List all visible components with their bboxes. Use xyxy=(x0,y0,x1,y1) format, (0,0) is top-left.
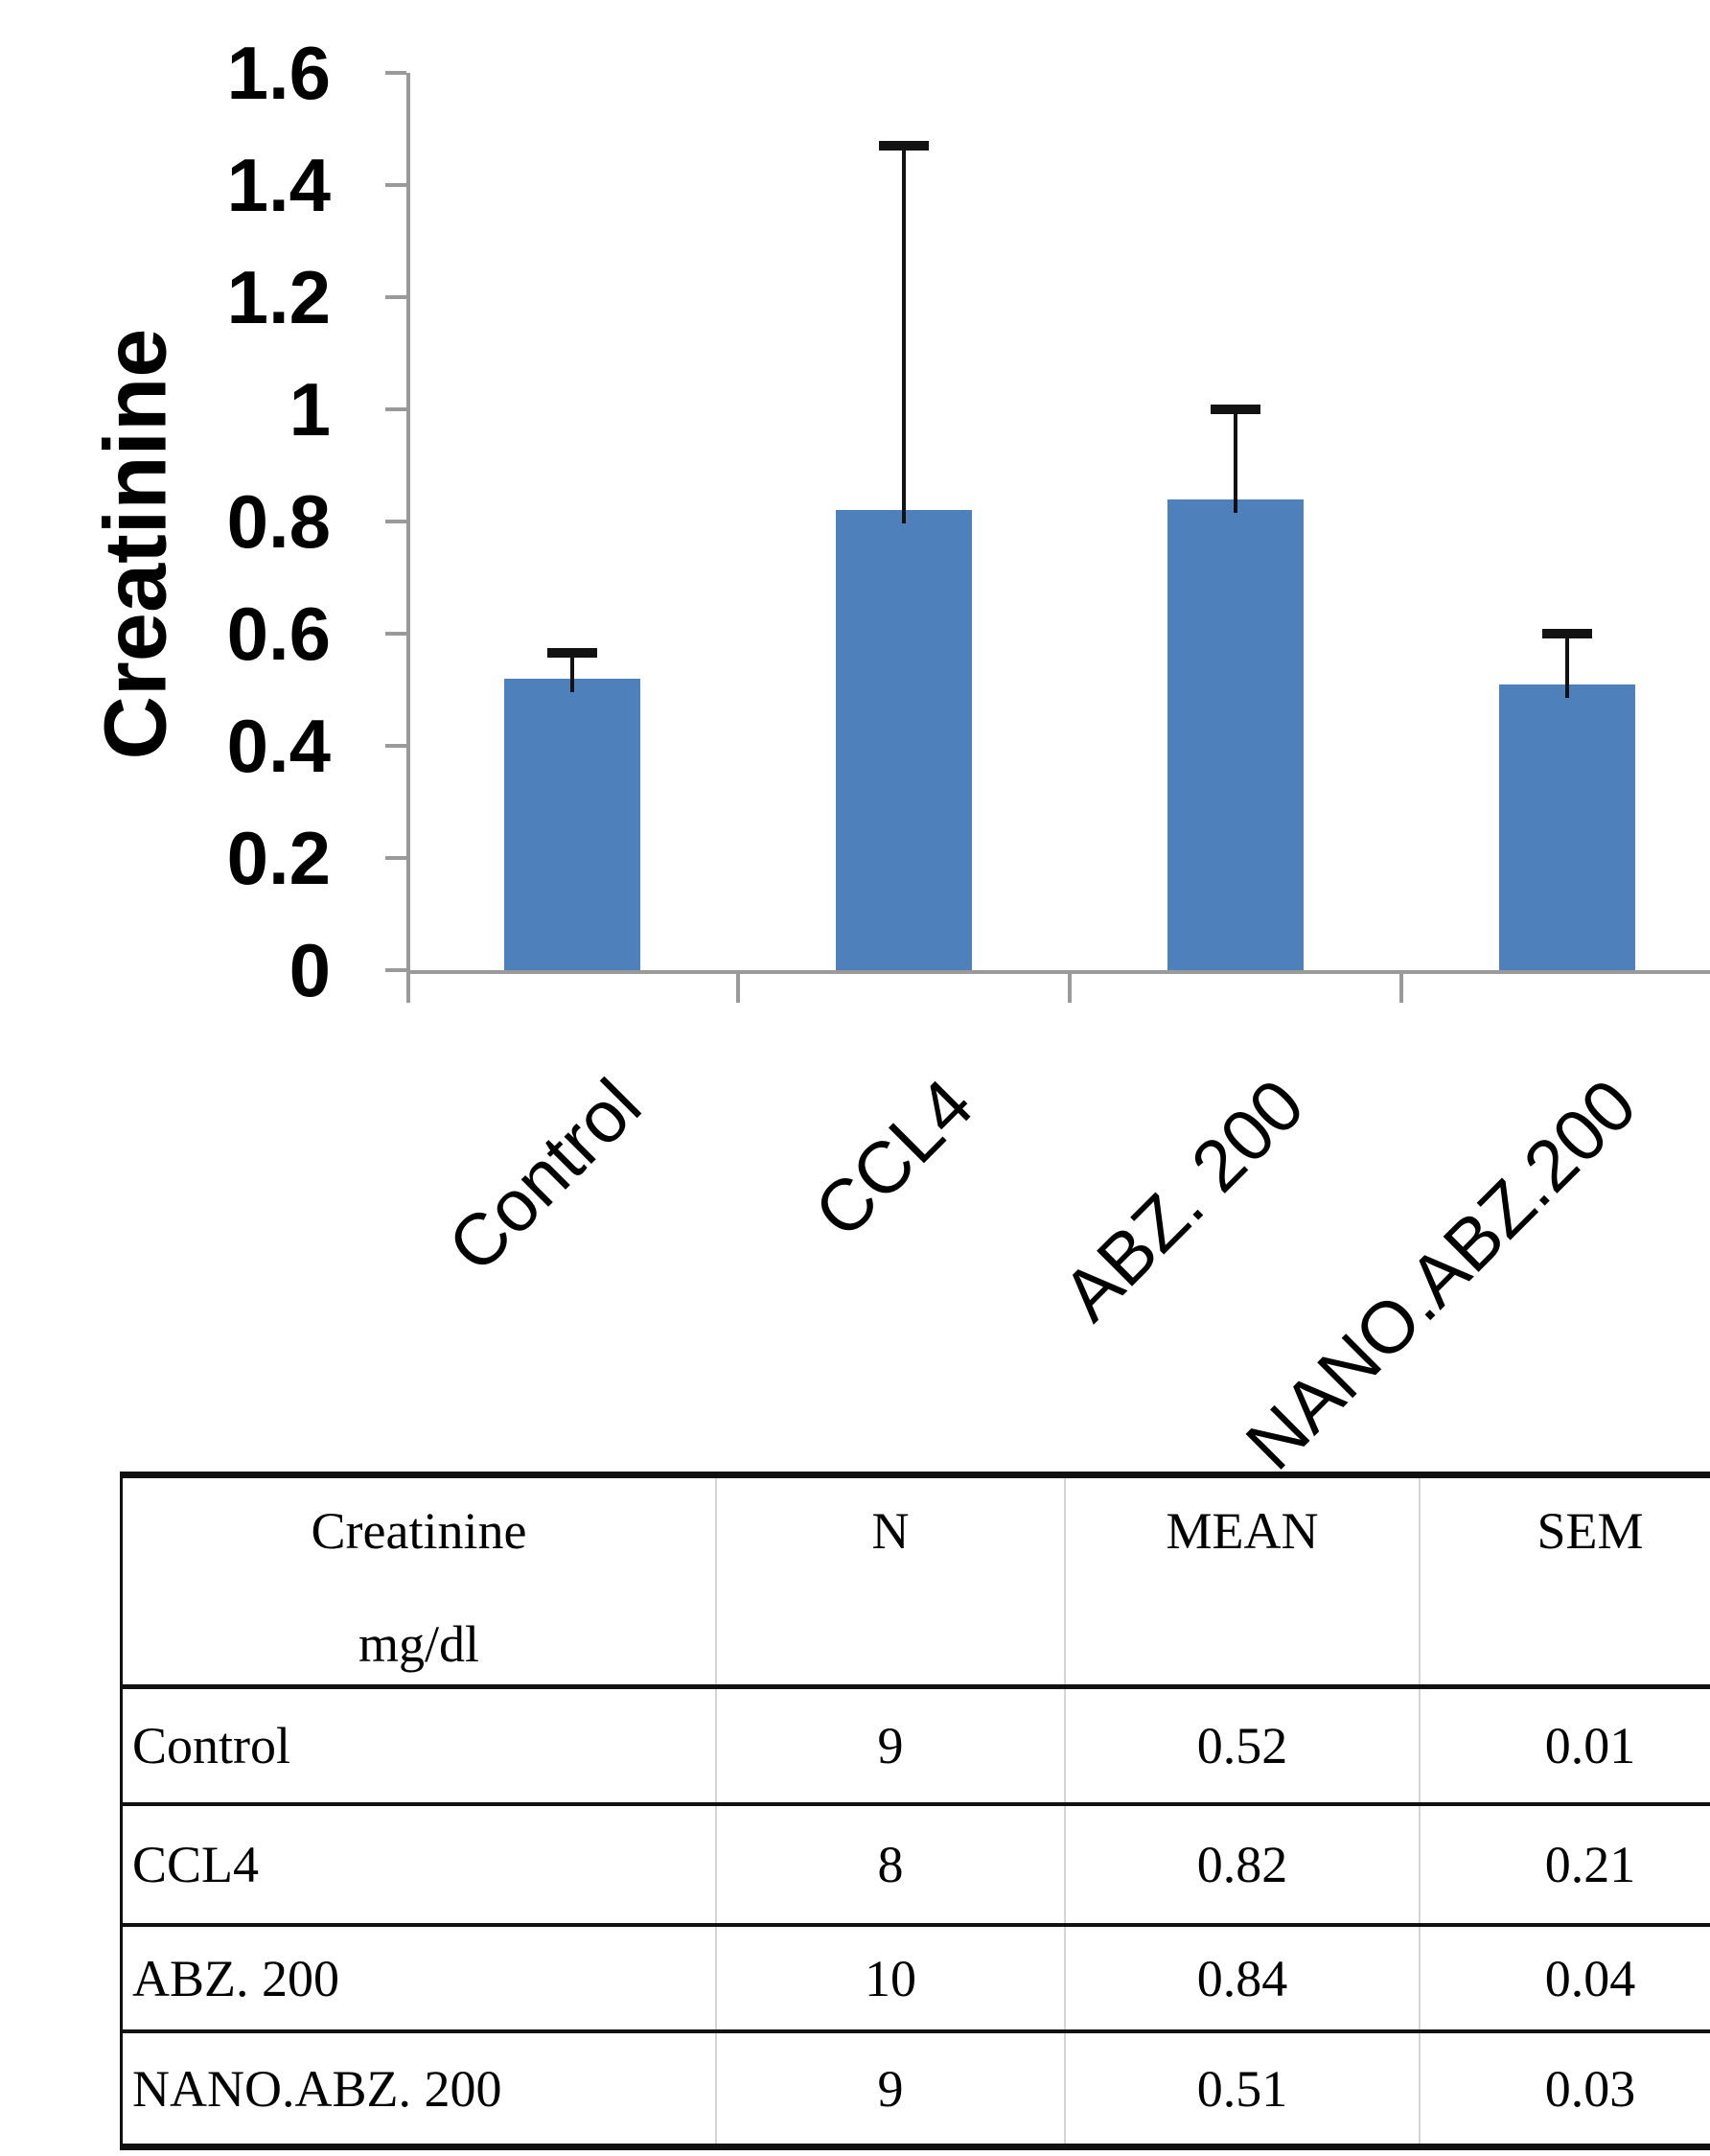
error-bar-cap-control xyxy=(547,648,597,659)
table-header-group: Creatinine mg/dl xyxy=(123,1478,717,1684)
y-tick-label: 1.6 xyxy=(226,31,331,115)
bar-ccl4 xyxy=(836,510,972,970)
y-tick-mark xyxy=(385,968,406,972)
x-tick-mark xyxy=(736,970,740,1003)
x-tick-label: CCL4 xyxy=(798,1063,988,1254)
x-tick-mark xyxy=(1399,970,1403,1003)
table-row: Control 9 0.52 0.01 xyxy=(123,1689,1710,1806)
row-n-value: 8 xyxy=(717,1806,1066,1923)
y-tick-label: 0.8 xyxy=(226,479,331,564)
y-tick-label: 1.2 xyxy=(226,255,331,339)
y-axis-line xyxy=(406,73,410,1003)
y-tick-mark xyxy=(385,520,406,523)
row-sem-value: 0.01 xyxy=(1544,1717,1636,1774)
y-tick-mark xyxy=(385,407,406,411)
row-mean-value: 0.51 xyxy=(1066,2033,1421,2144)
row-n-value: 9 xyxy=(717,2033,1066,2144)
y-tick-mark xyxy=(385,744,406,748)
error-bar-cap-abz-200 xyxy=(1211,405,1260,414)
y-tick-mark xyxy=(385,856,406,860)
table-header-mean: MEAN xyxy=(1066,1478,1421,1684)
x-tick-label: ABZ. 200 xyxy=(1047,1063,1320,1337)
y-tick-mark xyxy=(385,295,406,299)
x-tick-mark xyxy=(1068,970,1072,1003)
table-row: CCL4 8 0.82 0.21 xyxy=(123,1806,1710,1927)
y-tick-label: 0.2 xyxy=(226,816,331,900)
y-tick-label: 0.4 xyxy=(226,704,331,788)
y-tick-mark xyxy=(385,71,406,75)
y-tick-mark xyxy=(385,632,406,636)
row-mean-value: 0.82 xyxy=(1066,1806,1421,1923)
table-row: NANO.ABZ. 200 9 0.51 0.03 xyxy=(123,2033,1710,2144)
x-axis-line xyxy=(406,970,1710,974)
row-sem-value: 0.04 xyxy=(1544,1949,1636,2007)
stats-table: Creatinine mg/dl N MEAN SEM Control 9 0.… xyxy=(120,1472,1710,2150)
row-sem-value: 0.03 xyxy=(1544,2059,1636,2118)
y-tick-label: 1 xyxy=(289,367,331,452)
bar-nano-abz-200 xyxy=(1499,684,1635,970)
bar-control xyxy=(504,678,640,970)
y-tick-label: 0 xyxy=(289,928,331,1012)
y-tick-mark xyxy=(385,183,406,187)
row-group-label: CCL4 xyxy=(123,1806,717,1923)
error-bar-line-nano-abz-200 xyxy=(1565,634,1569,698)
y-tick-label: 1.4 xyxy=(226,143,331,227)
row-n-value: 9 xyxy=(717,1689,1066,1802)
table-header-n: N xyxy=(717,1478,1066,1684)
table-row: ABZ. 200 10 0.84 0.04 xyxy=(123,1927,1710,2033)
row-group-label: Control xyxy=(123,1689,717,1802)
row-group-label: ABZ. 200 xyxy=(123,1927,717,2029)
error-bar-line-abz-200 xyxy=(1234,409,1237,513)
error-bar-cap-nano-abz-200 xyxy=(1542,629,1592,638)
table-header-group-line2: mg/dl xyxy=(358,1615,479,1673)
row-group-label: NANO.ABZ. 200 xyxy=(123,2033,717,2144)
bar-abz-200 xyxy=(1167,498,1304,970)
error-bar-line-control xyxy=(570,653,574,692)
row-n-value: 10 xyxy=(717,1927,1066,2029)
row-mean-value: 0.84 xyxy=(1066,1927,1421,2029)
y-tick-label: 0.6 xyxy=(226,591,331,676)
row-sem-value: 0.21 xyxy=(1544,1836,1636,1893)
error-bar-line-ccl4 xyxy=(902,146,906,524)
table-header-row: Creatinine mg/dl N MEAN SEM xyxy=(123,1478,1710,1689)
row-mean-value: 0.52 xyxy=(1066,1689,1421,1802)
x-tick-label: Control xyxy=(432,1063,657,1288)
table-header-sem: SEM xyxy=(1537,1502,1644,1560)
table-header-group-line1: Creatinine xyxy=(311,1502,527,1560)
error-bar-cap-ccl4 xyxy=(879,141,929,151)
